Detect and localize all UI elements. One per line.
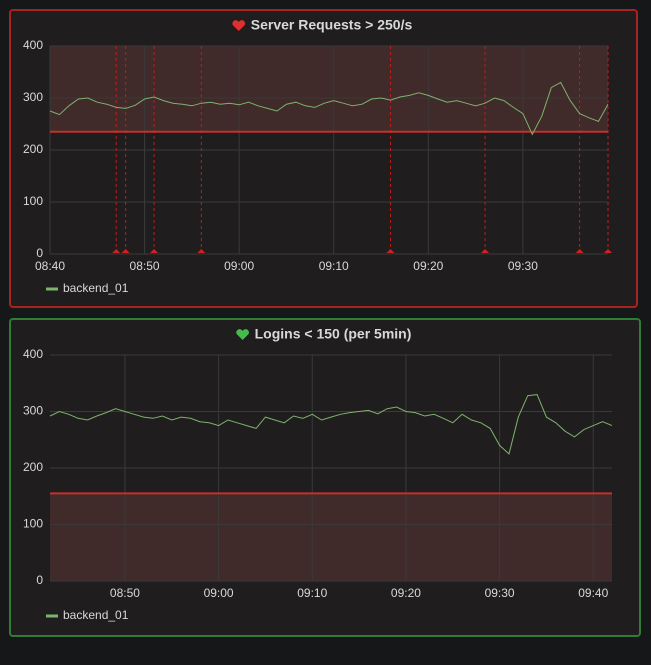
annotation-marker bbox=[121, 249, 130, 253]
annotation-marker bbox=[150, 249, 159, 253]
x-tick-label: 09:40 bbox=[578, 586, 608, 600]
y-tick-label: 0 bbox=[36, 246, 43, 260]
panel-title: Server Requests > 250/s bbox=[251, 17, 413, 33]
x-tick-label: 09:20 bbox=[413, 259, 443, 273]
x-tick-label: 09:10 bbox=[319, 259, 349, 273]
y-tick-label: 300 bbox=[23, 404, 43, 418]
y-tick-label: 300 bbox=[23, 90, 43, 104]
panel bbox=[9, 9, 638, 308]
annotation-marker bbox=[604, 249, 612, 253]
annotation-marker bbox=[112, 249, 121, 253]
panel-title: Logins < 150 (per 5min) bbox=[255, 326, 412, 342]
legend-label: backend_01 bbox=[63, 281, 129, 295]
x-tick-label: 09:10 bbox=[297, 586, 327, 600]
x-tick-label: 09:30 bbox=[485, 586, 515, 600]
x-tick-label: 09:00 bbox=[204, 586, 234, 600]
y-tick-label: 400 bbox=[23, 38, 43, 52]
y-tick-label: 200 bbox=[23, 142, 43, 156]
legend-label: backend_01 bbox=[63, 608, 129, 622]
threshold-region bbox=[50, 493, 612, 581]
annotation-marker bbox=[575, 249, 584, 253]
x-tick-label: 09:20 bbox=[391, 586, 421, 600]
x-tick-label: 08:40 bbox=[35, 259, 65, 273]
x-tick-label: 08:50 bbox=[110, 586, 140, 600]
state-icon bbox=[232, 20, 246, 31]
x-tick-label: 09:30 bbox=[508, 259, 538, 273]
threshold-region bbox=[50, 46, 608, 132]
y-tick-label: 400 bbox=[23, 347, 43, 361]
series-line bbox=[49, 394, 613, 455]
x-tick-label: 09:00 bbox=[224, 259, 254, 273]
y-tick-label: 0 bbox=[36, 573, 43, 587]
y-tick-label: 100 bbox=[23, 194, 43, 208]
y-tick-label: 100 bbox=[23, 517, 43, 531]
annotation-marker bbox=[386, 249, 395, 253]
annotation-marker bbox=[197, 249, 206, 253]
panel bbox=[9, 318, 641, 637]
annotation-marker bbox=[481, 249, 490, 253]
y-tick-label: 200 bbox=[23, 460, 43, 474]
x-tick-label: 08:50 bbox=[130, 259, 160, 273]
series-line bbox=[49, 81, 609, 136]
state-icon bbox=[236, 329, 249, 340]
